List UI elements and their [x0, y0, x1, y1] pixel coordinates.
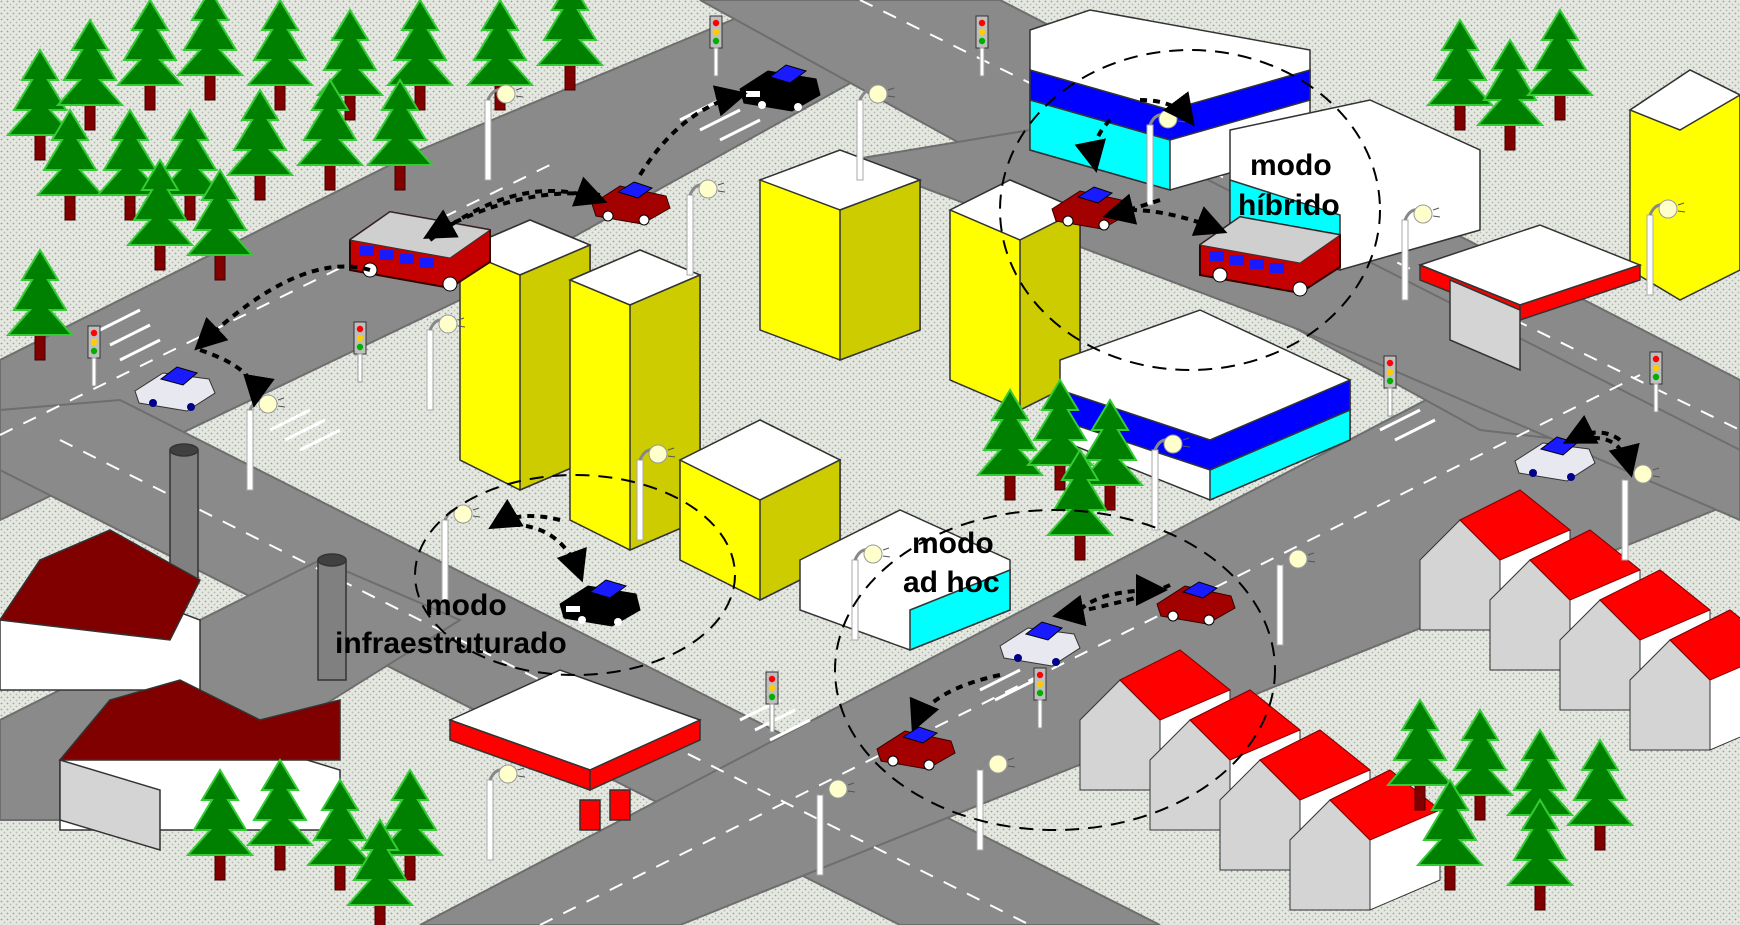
adhoc-coverage-circle	[834, 509, 1276, 831]
yellow-buildings	[458, 69, 1740, 602]
infra-label-line2: infraestruturado	[335, 627, 567, 660]
communication-links	[194, 85, 1640, 733]
hybrid-label-line1: modo	[1250, 149, 1332, 182]
road-southeast	[419, 328, 1740, 925]
adhoc-label-line1: modo	[912, 527, 994, 560]
link-arrow	[909, 673, 1001, 733]
hybrid-label-line2: híbrido	[1238, 189, 1340, 222]
link-arrow	[1562, 414, 1622, 444]
link-arrow	[423, 191, 601, 239]
link-arrow	[1129, 206, 1228, 236]
coverage-circles	[414, 49, 1381, 831]
crosswalks	[99, 98, 1436, 742]
link-arrow	[1052, 583, 1171, 627]
hybrid-coverage-circle	[999, 49, 1381, 371]
link-arrow	[1139, 91, 1195, 127]
infra-label-line1: modo	[425, 589, 507, 622]
infra-coverage-circle	[414, 474, 736, 676]
factory-icon	[0, 443, 347, 852]
link-arrow	[1074, 118, 1112, 173]
adhoc-label-line2: ad hoc	[903, 566, 1000, 599]
link-arrow	[194, 264, 371, 351]
mode-labels: modo híbrido modo infraestruturado modo …	[335, 149, 1340, 660]
link-arrow	[638, 85, 748, 177]
gas-station-icon	[448, 224, 1643, 831]
link-arrow	[1102, 193, 1161, 225]
